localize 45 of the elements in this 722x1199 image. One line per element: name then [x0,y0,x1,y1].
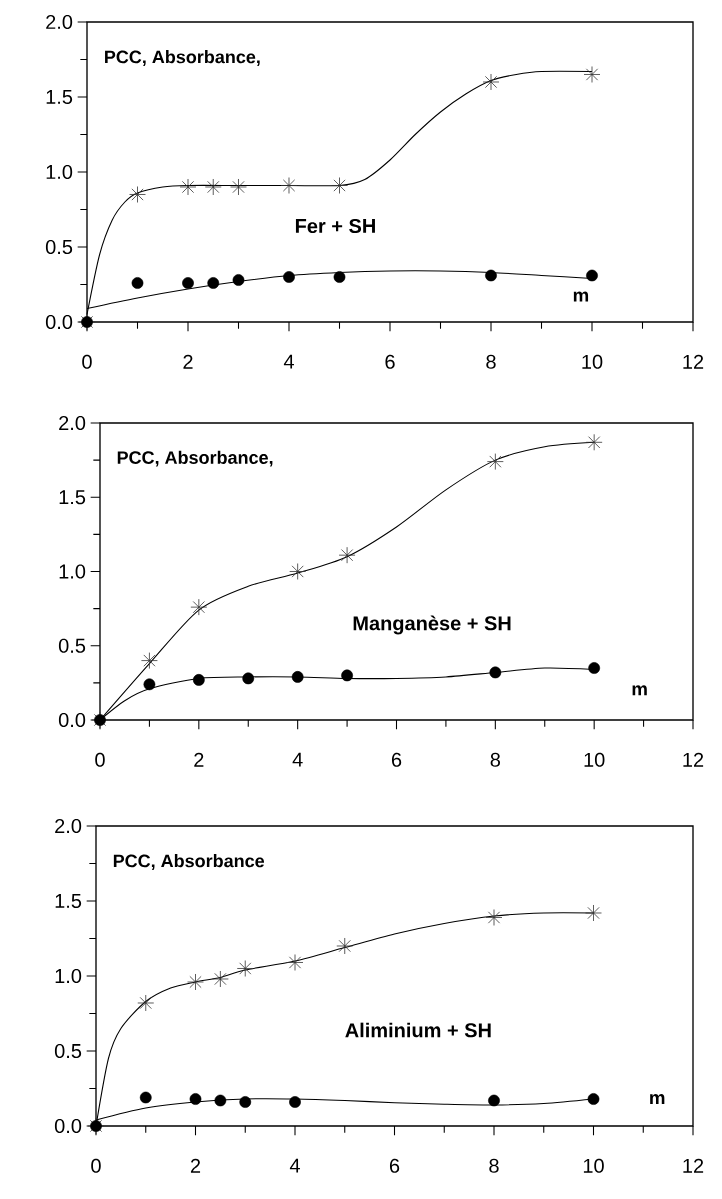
x-tick-label: 2 [190,1158,201,1173]
x-tick-label: 12 [683,1158,704,1173]
x-tick-label: 10 [582,354,603,369]
annotation: Manganèse + SH [353,615,511,635]
y-tick-label: 1.0 [55,968,82,984]
x-tick-label: 6 [385,354,395,369]
x-tick-label: 4 [289,1158,300,1173]
x-axis-title: m [632,685,647,696]
y-tick-label: 1.0 [46,164,73,180]
x-tick-label: 6 [389,1158,400,1173]
x-tick-label: 2 [183,354,193,369]
y-tick-label: 0.0 [58,712,86,728]
x-tick-label: 2 [194,752,204,767]
x-tick-label: 0 [91,1158,101,1173]
x-tick-label: 0 [82,354,92,369]
y-tick-label: 2.0 [59,415,86,431]
y-tick-label: 0.0 [54,1118,82,1134]
x-tick-label: 4 [283,354,294,369]
x-axis-title: m [650,1093,665,1105]
x-tick-label: 6 [391,752,402,767]
y-tick-label: 1.5 [59,490,86,505]
y-tick-label: 0.5 [54,1043,82,1059]
x-tick-label: 0 [95,752,105,767]
y-axis-title: PCC, Absorbance, [117,450,273,467]
y-tick-label: 0.0 [45,314,73,330]
y-tick-label: 2.0 [46,14,73,30]
y-tick-label: 0.5 [45,239,73,255]
annotation: Aliminium + SH [345,1022,491,1038]
y-axis-title: PCC, Absorbance [113,854,265,870]
y-tick-label: 1.0 [59,564,86,579]
x-tick-label: 8 [486,354,496,369]
x-tick-label: 4 [292,752,303,767]
x-tick-label: 12 [683,752,704,767]
annotation: Fer + SH [295,218,375,234]
x-tick-label: 8 [490,752,501,767]
y-tick-label: 1.5 [46,90,73,104]
x-tick-label: 10 [583,1158,604,1173]
y-tick-label: 0.5 [58,638,86,653]
y-axis-title: PCC, Absorbance, [105,50,260,66]
y-tick-label: 2.0 [55,818,82,834]
y-tick-label: 1.5 [55,894,82,908]
x-tick-label: 12 [683,354,704,369]
x-tick-label: 8 [489,1158,499,1173]
x-axis-title: m [573,291,589,302]
x-tick-label: 10 [584,752,605,767]
